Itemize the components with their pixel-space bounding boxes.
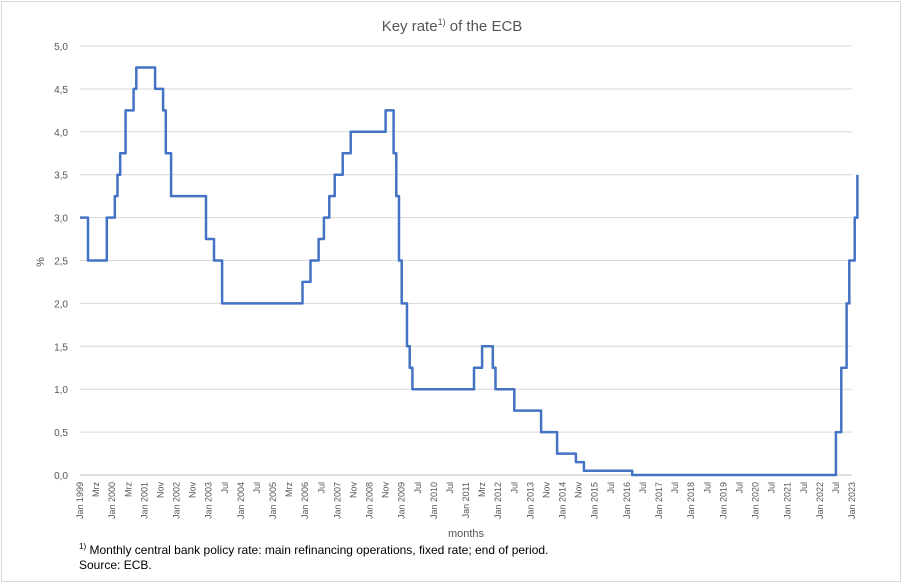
x-tick-label: Nov <box>541 482 551 499</box>
y-tick-label: 5,0 <box>54 42 68 53</box>
line-chart: Key rate1) of the ECB 0,0 0,5 1,0 1,5 2,0 2,5… <box>35 17 859 540</box>
x-tick-label: Jan 2015 <box>590 482 600 519</box>
x-tick-label: Jan 2006 <box>300 482 310 519</box>
x-tick-label: Jan 1999 <box>75 482 85 519</box>
x-tick-label: Mrz <box>123 482 133 497</box>
y-tick-label: 1,5 <box>54 342 68 353</box>
x-tick-label: Jul <box>799 482 809 494</box>
footnote-text: Monthly central bank policy rate: main r… <box>86 543 549 557</box>
x-tick-label: Jan 2007 <box>332 482 342 519</box>
x-tick-label: Jul <box>734 482 744 494</box>
y-tick-label: 0,5 <box>54 428 68 439</box>
y-tick-label: 3,0 <box>54 214 68 225</box>
x-tick-label: Jan 2000 <box>107 482 117 519</box>
x-tick-label: Nov <box>155 482 165 499</box>
chart-title-sup: 1) <box>438 17 446 27</box>
y-tick-label: 3,5 <box>54 171 68 182</box>
x-tick-label: Jan 2013 <box>525 482 535 519</box>
x-tick-label: Jan 2016 <box>622 482 632 519</box>
x-axis-label: months <box>448 528 485 540</box>
footnote-sup: 1) <box>79 542 87 551</box>
x-tick-label: Jul <box>509 482 519 494</box>
x-tick-label: Mrz <box>284 482 294 497</box>
x-tick-label: Nov <box>188 482 198 499</box>
x-tick-label: Jul <box>445 482 455 494</box>
x-tick-label: Jan 2023 <box>847 482 857 519</box>
x-tick-label: Jan 2022 <box>815 482 825 519</box>
gridlines <box>80 45 852 433</box>
x-axis-ticks: Jan 1999 Mrz Jan 2000 Mrz Jan 2001 Nov Jan 200… <box>75 482 857 520</box>
x-tick-label: Jul <box>220 482 230 494</box>
x-tick-label: Jan 2005 <box>268 482 278 519</box>
x-tick-label: Mrz <box>91 482 101 497</box>
x-tick-label: Jan 2011 <box>461 482 471 518</box>
x-tick-label: Mrz <box>477 482 487 497</box>
y-axis-label: % <box>35 257 47 267</box>
x-tick-label: Jan 2014 <box>558 482 568 519</box>
y-tick-label: 2,5 <box>54 257 68 268</box>
x-tick-label: Jan 2003 <box>204 482 214 519</box>
x-tick-label: Jul <box>702 482 712 494</box>
x-tick-label: Jul <box>413 482 423 494</box>
series-line-key-rate <box>80 66 859 477</box>
x-tick-label: Jan 2018 <box>686 482 696 519</box>
x-tick-label: Jan 2002 <box>172 482 182 519</box>
chart-title-main: Key rate <box>382 18 438 35</box>
x-tick-label: Jan 2001 <box>139 482 149 519</box>
x-tick-label: Jul <box>831 482 841 494</box>
y-axis-ticks: 0,0 0,5 1,0 1,5 2,0 2,5 3,0 3,5 4,0 4,5 5,0 <box>54 42 68 482</box>
x-tick-label: Jan 2020 <box>751 482 761 519</box>
x-tick-label: Jul <box>638 482 648 494</box>
x-tick-label: Jul <box>252 482 262 494</box>
x-tick-label: Nov <box>574 482 584 499</box>
x-tick-label: Jan 2019 <box>718 482 728 519</box>
source-note: Source: ECB. <box>79 558 152 572</box>
y-tick-label: 4,0 <box>54 128 68 139</box>
chart-title-suffix: of the ECB <box>446 18 523 35</box>
x-tick-label: Jan 2008 <box>365 482 375 519</box>
x-tick-label: Jan 2010 <box>429 482 439 519</box>
x-tick-label: Jul <box>316 482 326 494</box>
x-tick-label: Jul <box>606 482 616 494</box>
x-tick-label: Nov <box>381 482 391 499</box>
x-tick-label: Jan 2009 <box>397 482 407 519</box>
x-tick-label: Jan 2017 <box>654 482 664 519</box>
x-tick-label: Jul <box>767 482 777 494</box>
x-tick-label: Jan 2021 <box>783 482 793 519</box>
x-tick-label: Jan 2012 <box>493 482 503 519</box>
y-tick-label: 4,5 <box>54 85 68 96</box>
chart-title: Key rate1) of the ECB <box>382 17 523 35</box>
x-tick-label: Nov <box>348 482 358 499</box>
x-tick-label: Jul <box>670 482 680 494</box>
y-tick-label: 0,0 <box>54 471 68 482</box>
footnote-1: 1) Monthly central bank policy rate: mai… <box>79 542 548 557</box>
y-tick-label: 2,0 <box>54 299 68 310</box>
x-tick-label: Jan 2004 <box>236 482 246 519</box>
y-tick-label: 1,0 <box>54 385 68 396</box>
